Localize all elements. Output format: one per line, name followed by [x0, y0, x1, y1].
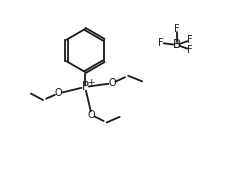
Text: +: +: [87, 78, 95, 87]
Text: O: O: [88, 110, 96, 120]
Text: P: P: [82, 80, 89, 94]
Text: F: F: [187, 45, 193, 55]
Text: B: B: [173, 38, 181, 51]
Text: F: F: [187, 35, 193, 45]
Text: F: F: [174, 24, 180, 34]
Text: F: F: [158, 38, 164, 48]
Text: O: O: [108, 78, 116, 88]
Text: O: O: [54, 88, 62, 99]
